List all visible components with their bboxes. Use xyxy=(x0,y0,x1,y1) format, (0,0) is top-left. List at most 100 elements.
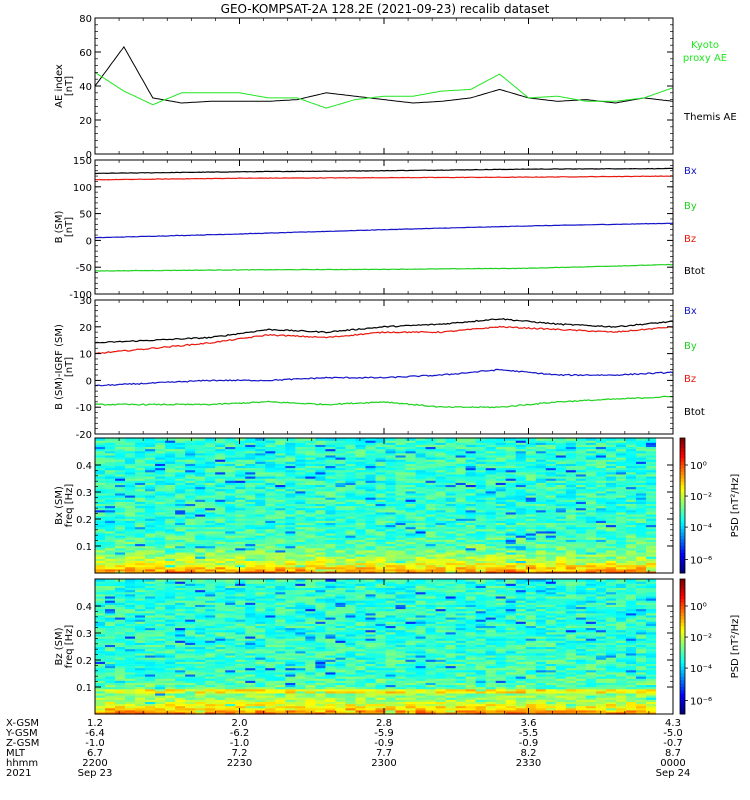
spectrogram-cell xyxy=(215,699,226,702)
spectrogram-cell xyxy=(605,564,617,568)
spectrogram-cell xyxy=(335,497,347,500)
spectrogram-cell xyxy=(195,484,206,488)
spectrogram-cell xyxy=(125,549,136,553)
spectrogram-cell xyxy=(145,530,156,534)
spectrogram-cell xyxy=(185,528,196,532)
spectrogram-cell xyxy=(115,705,126,709)
spectrogram-cell xyxy=(165,654,176,658)
spectrogram-cell xyxy=(245,484,256,488)
spectrogram-cell xyxy=(165,503,176,507)
spectrogram-cell xyxy=(185,497,196,500)
spectrogram-cell xyxy=(525,551,537,555)
spectrogram-cell xyxy=(155,480,166,483)
spectrogram-cell xyxy=(555,438,567,441)
spectrogram-cell xyxy=(175,459,186,462)
spectrogram-cell xyxy=(415,490,427,494)
spectrogram-cell xyxy=(385,501,397,504)
spectrogram-cell xyxy=(295,444,306,448)
spectrogram-cell xyxy=(275,532,286,536)
spectrogram-cell xyxy=(95,456,106,460)
spectrogram-cell xyxy=(95,503,106,507)
spectrogram-cell xyxy=(165,640,176,643)
spectrogram-cell xyxy=(445,488,457,492)
spectrogram-cell xyxy=(155,543,166,547)
spectrogram-cell xyxy=(555,545,567,549)
spectrogram-cell xyxy=(475,442,487,445)
spectrogram-cell xyxy=(325,547,337,551)
spectrogram-cell xyxy=(375,503,387,507)
spectrogram-cell xyxy=(185,631,196,635)
spectrogram-cell xyxy=(265,492,276,496)
spectrogram-cell xyxy=(195,707,206,711)
spectrogram-cell xyxy=(225,497,236,500)
spectrogram-cell xyxy=(235,570,246,574)
spectrogram-cell xyxy=(545,503,557,507)
spectrogram-cell xyxy=(315,505,327,509)
spectrogram-cell xyxy=(415,560,427,564)
spectrogram-cell xyxy=(385,499,397,502)
spectrogram-cell xyxy=(175,554,186,557)
spectrogram-cell xyxy=(255,467,266,471)
spectrogram-cell xyxy=(435,526,447,530)
spectrogram-cell xyxy=(465,526,477,530)
spectrogram-cell xyxy=(175,619,186,622)
spectrogram-cell xyxy=(495,568,507,572)
spectrogram-cell xyxy=(515,511,527,515)
spectrogram-cell xyxy=(245,469,256,473)
spectrogram-cell xyxy=(315,450,327,454)
spectrogram-cell xyxy=(145,640,156,643)
spectrogram-cell xyxy=(235,568,246,572)
spectrogram-cell xyxy=(635,503,647,507)
spectrogram-cell xyxy=(425,486,437,490)
spectrogram-cell xyxy=(155,705,166,709)
spectrogram-cell xyxy=(575,454,587,458)
spectrogram-cell xyxy=(465,469,477,473)
spectrogram-cell xyxy=(325,463,337,467)
spectrogram-cell xyxy=(185,478,196,481)
spectrogram-cell xyxy=(95,608,106,612)
spectrogram-cell xyxy=(155,602,166,605)
spectrogram-cell xyxy=(215,638,226,641)
spectrogram-cell xyxy=(325,564,337,568)
spectrogram-cell xyxy=(565,526,577,530)
spectrogram-cell xyxy=(255,486,266,490)
spectrogram-cell xyxy=(455,524,467,528)
spectrogram-cell xyxy=(335,463,347,467)
spectrogram-cell xyxy=(135,497,146,500)
spectrogram-cell xyxy=(165,537,176,540)
spectrogram-cell xyxy=(235,446,246,450)
spectrogram-cell xyxy=(225,537,236,540)
spectrogram-cell xyxy=(455,467,467,471)
spectrogram-cell xyxy=(235,566,246,570)
spectrogram-bzpsd xyxy=(95,579,657,715)
spectrogram-cell xyxy=(175,442,186,445)
spectrogram-cell xyxy=(415,454,427,458)
spectrogram-cell xyxy=(125,600,136,603)
spectrogram-cell xyxy=(565,488,577,492)
spectrogram-cell xyxy=(195,585,206,589)
spectrogram-cell xyxy=(295,564,306,568)
spectrogram-cell xyxy=(165,669,176,673)
spectrogram-cell xyxy=(135,711,146,715)
spectrogram-cell xyxy=(135,526,146,530)
spectrogram-cell xyxy=(95,484,106,488)
spectrogram-cell xyxy=(455,558,467,561)
spectrogram-cell xyxy=(375,463,387,467)
spectrogram-cell xyxy=(295,554,306,557)
spectrogram-cell xyxy=(105,657,116,660)
spectrogram-cell xyxy=(255,465,266,469)
spectrogram-cell xyxy=(185,541,196,545)
spectrogram-cell xyxy=(105,444,116,448)
spectrogram-cell xyxy=(545,560,557,564)
spectrogram-cell xyxy=(205,560,216,564)
spectrogram-cell xyxy=(285,484,296,488)
spectrogram-cell xyxy=(575,446,587,450)
spectrogram-cell xyxy=(605,459,617,462)
spectrogram-cell xyxy=(375,535,387,538)
spectrogram-cell xyxy=(315,492,327,496)
spectrogram-cell xyxy=(475,490,487,494)
spectrogram-cell xyxy=(155,438,166,441)
spectrogram-cell xyxy=(305,446,316,450)
spectrogram-cell xyxy=(465,452,477,456)
spectrogram-cell xyxy=(635,492,647,496)
